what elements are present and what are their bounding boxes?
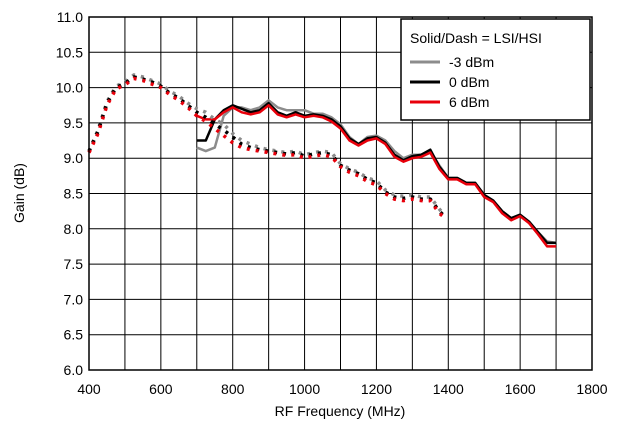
x-tick-label: 1800 [576,381,607,397]
y-tick-label: 8.0 [64,221,84,237]
plot-frame [88,16,593,371]
x-tick-label: 600 [149,381,173,397]
y-tick-labels: 6.0 6.5 7.0 7.5 8.0 8.5 9.0 9.5 10.0 10.5 11.0 [56,9,83,378]
legend-label: 0 dBm [449,74,489,90]
x-tick-label: 1600 [505,381,536,397]
series-line-lsi-6-dbm [196,104,557,248]
legend-label: -3 dBm [449,54,494,70]
y-tick-label: 9.0 [64,150,84,166]
x-tick-label: 1000 [289,381,320,397]
y-tick-label: 6.5 [64,327,84,343]
x-tick-label: 1200 [361,381,392,397]
y-tick-label: 10.5 [56,44,83,60]
y-tick-label: 6.0 [64,362,84,378]
x-axis-title: RF Frequency (MHz) [275,403,406,419]
legend-entries: -3 dBm 0 dBm 6 dBm [410,54,494,110]
y-tick-label: 10.0 [56,80,83,96]
legend-title: Solid/Dash = LSI/HSI [410,30,542,46]
x-tick-label: 1400 [433,381,464,397]
y-tick-label: 7.0 [64,291,84,307]
legend: Solid/Dash = LSI/HSI -3 dBm 0 dBm 6 dBm [400,18,591,121]
y-tick-label: 11.0 [57,9,83,25]
y-axis-title: Gain (dB) [11,163,27,223]
series-lines [87,73,557,248]
x-tick-labels: 400 600 800 1000 1200 1400 1600 1800 [77,381,607,397]
x-tick-label: 400 [77,381,101,397]
legend-label: 6 dBm [449,94,489,110]
y-tick-label: 9.5 [64,115,84,131]
y-tick-label: 8.5 [64,186,84,202]
x-tick-label: 800 [221,381,245,397]
y-tick-label: 7.5 [64,256,84,272]
